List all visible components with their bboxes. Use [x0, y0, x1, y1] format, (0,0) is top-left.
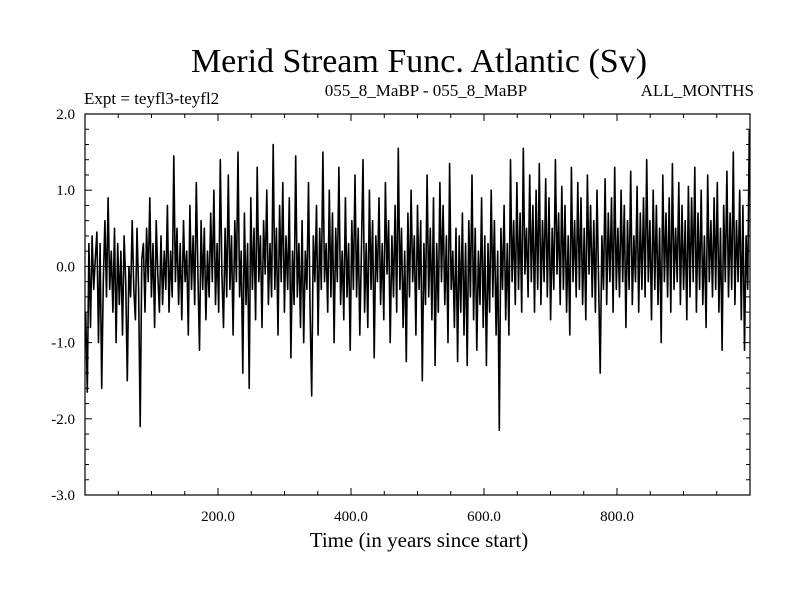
x-tick-labels: 200.0 400.0 600.0 800.0 — [201, 509, 634, 525]
y-tick-label: 2.0 — [56, 107, 75, 123]
y-tick-label: 1.0 — [56, 183, 75, 199]
subtitle-months: ALL_MONTHS — [641, 81, 754, 100]
subtitle-period: 055_8_MaBP - 055_8_MaBP — [325, 81, 527, 100]
x-tick-label: 200.0 — [201, 509, 235, 525]
x-axis-label: Time (in years since start) — [310, 528, 529, 552]
x-tick-label: 400.0 — [334, 509, 368, 525]
y-tick-label: 0.0 — [56, 259, 75, 275]
series-layer — [84, 129, 751, 432]
chart-title: Merid Stream Func. Atlantic (Sv) — [191, 43, 647, 80]
y-tick-labels: -3.0 -2.0 -1.0 0.0 1.0 2.0 — [51, 107, 75, 504]
y-tick-label: -3.0 — [51, 488, 75, 504]
y-tick-label: -1.0 — [51, 336, 75, 352]
series-line-merid-stream-func — [84, 129, 751, 432]
x-tick-label: 800.0 — [600, 509, 634, 525]
subtitle-expt: Expt = teyfl3-teyfl2 — [84, 89, 219, 108]
axis-ticks — [85, 114, 750, 495]
y-tick-label: -2.0 — [51, 412, 75, 428]
x-tick-label: 600.0 — [467, 509, 501, 525]
plot-frame — [84, 113, 751, 496]
